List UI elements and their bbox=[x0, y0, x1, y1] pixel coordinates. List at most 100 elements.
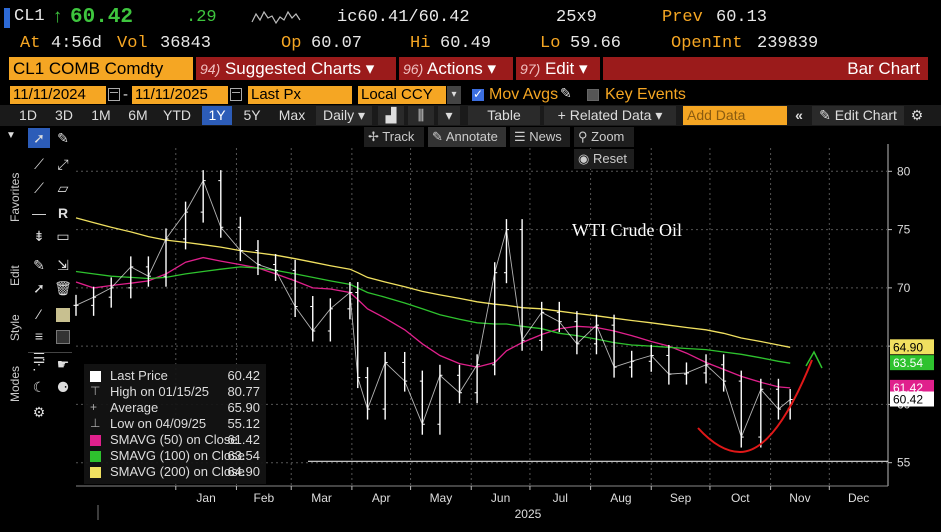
line-color-icon[interactable] bbox=[52, 326, 74, 346]
chart-style-icon[interactable]: ▟ bbox=[378, 106, 404, 125]
mov-avgs-checkbox[interactable] bbox=[472, 87, 484, 101]
font-style-icon[interactable]: ☰ bbox=[32, 350, 46, 366]
legend-row[interactable]: SMAVG (200) on Close 64.90 bbox=[88, 464, 262, 480]
legend-value: 60.42 bbox=[227, 368, 260, 383]
period-select[interactable]: Daily ▾ bbox=[316, 106, 372, 125]
up-arrow-icon: ↑ bbox=[52, 6, 64, 28]
trade-time: 4:56d bbox=[51, 34, 103, 53]
collapse-sidebar-icon[interactable]: ▼ bbox=[6, 130, 16, 141]
line-tool-icon[interactable]: ⟋ bbox=[34, 156, 44, 172]
x-tick-label: May bbox=[430, 491, 453, 505]
select-cursor-icon[interactable]: ➚ bbox=[28, 128, 50, 148]
bar-style-icon[interactable]: ⫼ bbox=[408, 106, 434, 125]
currency-dropdown-icon[interactable]: ▾ bbox=[447, 86, 461, 104]
annotation-arrowhead bbox=[805, 350, 823, 369]
mode-palette-icon[interactable]: ⚈ bbox=[56, 379, 70, 395]
tab-style[interactable]: Style bbox=[8, 314, 22, 342]
range-1y[interactable]: 1Y bbox=[202, 106, 232, 125]
legend-row[interactable]: ⊤ High on 01/15/25 80.77 bbox=[88, 384, 262, 400]
track-button[interactable]: ✢ Track bbox=[364, 127, 424, 147]
line-style-icon[interactable]: ≡ bbox=[34, 328, 44, 344]
trend-tool-icon[interactable]: ⟋ bbox=[34, 180, 44, 196]
news-button[interactable]: ☰ News bbox=[510, 127, 570, 147]
start-calendar-icon[interactable] bbox=[108, 88, 120, 101]
currency-select[interactable]: Local CCY bbox=[358, 86, 446, 104]
range-6m[interactable]: 6M bbox=[128, 107, 148, 123]
edit-menu[interactable]: 97) Edit ▾ bbox=[516, 57, 600, 80]
annotate-button[interactable]: ✎ Annotate bbox=[428, 127, 506, 147]
horizontal-line-icon[interactable]: — bbox=[32, 205, 46, 221]
range-5y[interactable]: 5Y bbox=[243, 107, 261, 123]
price-field-select[interactable]: Last Px bbox=[248, 86, 352, 104]
open-label: Op bbox=[281, 34, 302, 53]
legend-label: Average bbox=[110, 400, 159, 415]
high-value: 60.49 bbox=[440, 34, 492, 53]
tab-edit[interactable]: Edit bbox=[8, 265, 22, 287]
x-tick-label: Apr bbox=[372, 491, 391, 505]
reset-button[interactable]: ◉ Reset bbox=[574, 149, 634, 169]
price-label-icon[interactable]: ⇟ bbox=[33, 228, 45, 244]
suggested-charts-menu[interactable]: 94) Suggested Charts ▾ bbox=[196, 57, 396, 80]
tab-modes[interactable]: Modes bbox=[8, 365, 22, 403]
end-date-field[interactable]: 11/11/2025 bbox=[132, 86, 228, 104]
legend-row[interactable]: Last Price 60.42 bbox=[88, 368, 262, 384]
pen-tool-icon[interactable]: ✎ bbox=[57, 130, 69, 146]
legend-row[interactable]: + Average 65.90 bbox=[88, 400, 262, 416]
range-1m[interactable]: 1M bbox=[91, 107, 111, 123]
start-date-field[interactable]: 11/11/2024 bbox=[10, 86, 106, 104]
sidebar-settings-icon[interactable]: ⚙ bbox=[32, 404, 46, 420]
add-data-input[interactable]: Add Data bbox=[683, 106, 787, 125]
edit-label: Edit ▾ bbox=[544, 59, 588, 78]
edit-arrow-icon[interactable]: ⇲ bbox=[57, 257, 69, 273]
zoom-button[interactable]: ⚲ Zoom bbox=[574, 127, 634, 147]
x-axis-label: 2025 bbox=[515, 507, 542, 521]
range-max[interactable]: Max bbox=[278, 107, 306, 123]
price-label-box bbox=[890, 391, 934, 407]
prev-label: Prev bbox=[662, 8, 703, 27]
magnifier-icon: ⚲ bbox=[578, 129, 588, 144]
key-events-checkbox[interactable] bbox=[587, 89, 599, 101]
legend-value: 65.90 bbox=[227, 400, 260, 415]
rectangle-tool-icon[interactable]: ▭ bbox=[56, 228, 70, 244]
legend-value: 55.12 bbox=[227, 416, 260, 431]
move-cursor-icon[interactable]: ➚ bbox=[33, 280, 45, 296]
y-tick-label: 70 bbox=[897, 281, 911, 295]
security-field[interactable]: CL1 COMB Comdty bbox=[9, 57, 193, 80]
range-1d[interactable]: 1D bbox=[19, 107, 37, 123]
y-tick-label: 80 bbox=[897, 164, 911, 178]
chart-legend[interactable]: Last Price 60.42 ⊤ High on 01/15/25 80.77 + Av… bbox=[84, 364, 266, 484]
bid-ask: ic60.41/60.42 bbox=[337, 8, 470, 27]
legend-row[interactable]: ⊥ Low on 04/09/25 55.12 bbox=[88, 416, 262, 432]
pencil-icon[interactable]: ✎ bbox=[560, 85, 572, 101]
ticker[interactable]: CL1 bbox=[14, 7, 45, 26]
pointer-hand-icon[interactable]: ☛ bbox=[56, 356, 70, 372]
suggested-charts-label: Suggested Charts ▾ bbox=[224, 59, 375, 78]
x-tick-label: Jun bbox=[491, 491, 510, 505]
related-data-button[interactable]: + Related Data ▾ bbox=[544, 106, 676, 125]
delete-icon[interactable]: 🗑 bbox=[54, 280, 72, 296]
legend-row[interactable]: SMAVG (50) on Close 61.42 bbox=[88, 432, 262, 448]
table-button[interactable]: Table bbox=[468, 106, 540, 125]
settings-gear-icon[interactable]: ⚙ bbox=[910, 107, 924, 123]
retracement-icon[interactable]: R bbox=[57, 205, 69, 221]
menu-bar: CL1 COMB Comdty 94) Suggested Charts ▾ 9… bbox=[0, 57, 941, 81]
line-weight-icon[interactable]: ⁄ bbox=[37, 306, 41, 322]
range-3d[interactable]: 3D bbox=[55, 107, 73, 123]
tab-favorites[interactable]: Favorites bbox=[8, 172, 22, 222]
collapse-icon[interactable]: « bbox=[795, 107, 803, 123]
actions-menu[interactable]: 96) Actions ▾ bbox=[399, 57, 513, 80]
x-tick-label: Jan bbox=[196, 491, 215, 505]
edit-chart-button[interactable]: ✎ Edit Chart bbox=[812, 106, 904, 125]
fill-color-icon[interactable] bbox=[52, 304, 74, 324]
channel-tool-icon[interactable]: ▱ bbox=[57, 180, 69, 196]
edit-pencil-icon[interactable]: ✎ bbox=[33, 257, 45, 273]
legend-row[interactable]: SMAVG (100) on Close 63.54 bbox=[88, 448, 262, 464]
ray-tool-icon[interactable]: ⤢ bbox=[57, 156, 69, 172]
mode-curve-icon[interactable]: ☾ bbox=[32, 379, 46, 395]
dashed-line-icon[interactable]: ⋰ bbox=[32, 356, 46, 372]
legend-swatch-icon bbox=[90, 451, 101, 462]
end-calendar-icon[interactable] bbox=[230, 88, 242, 101]
range-ytd[interactable]: YTD bbox=[163, 107, 191, 123]
style-dropdown-icon[interactable]: ▾ bbox=[438, 106, 460, 125]
open-value: 60.07 bbox=[311, 34, 363, 53]
